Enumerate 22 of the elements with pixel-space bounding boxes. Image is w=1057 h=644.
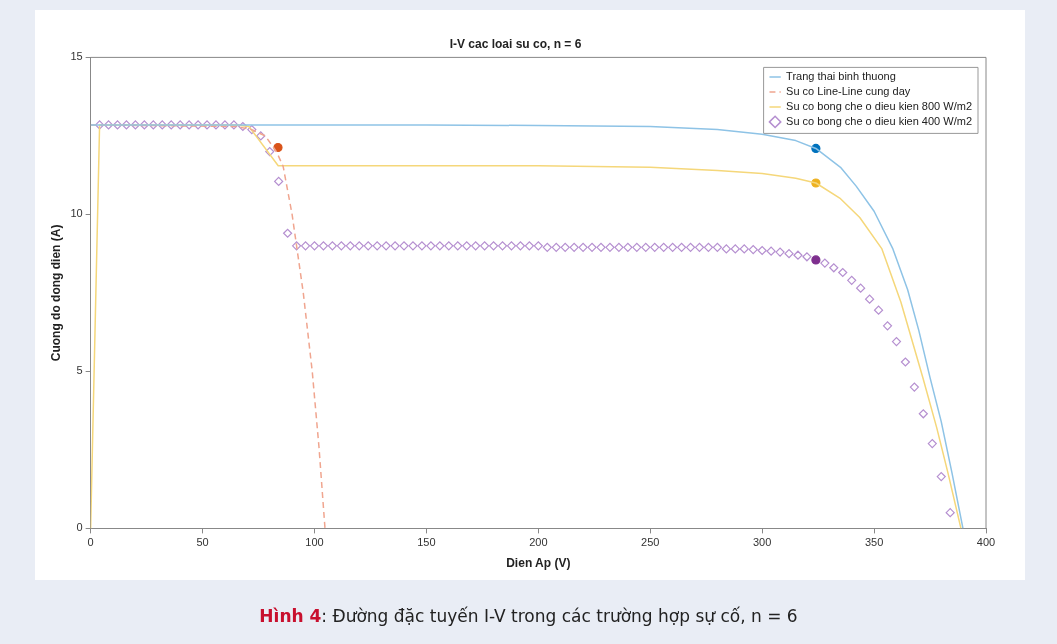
x-tick-label: 100 — [305, 536, 324, 549]
y-tick-label: 0 — [76, 521, 83, 534]
x-tick-label: 400 — [976, 536, 996, 549]
x-axis-title: Dien Ap (V) — [506, 556, 571, 571]
x-tick-label: 50 — [196, 536, 209, 549]
y-tick-label: 10 — [70, 207, 83, 220]
x-tick-label: 250 — [641, 536, 660, 549]
point — [811, 255, 821, 265]
y-tick-label: 5 — [76, 364, 83, 377]
x-tick-label: 0 — [87, 536, 94, 549]
chart-title: I-V cac loai su co, n = 6 — [449, 36, 582, 51]
legend-label: Su co bong che o dieu kien 800 W/m2 — [786, 99, 973, 112]
x-tick-label: 300 — [752, 536, 772, 549]
text: Hình 4: Đường đặc tuyến I-V trong các trường hợp sự cố, n = 6 — [258, 606, 799, 626]
y-tick-label: 15 — [70, 50, 83, 63]
legend-label: Su co bong che o dieu kien 400 W/m2 — [786, 114, 973, 127]
y-axis-title: Cuong do dong dien (A) — [48, 224, 63, 362]
legend-label: Su co Line-Line cung day — [786, 84, 911, 97]
legend-label: Trang thai binh thuong — [786, 69, 896, 82]
x-tick-label: 200 — [529, 536, 548, 549]
x-tick-label: 350 — [864, 536, 884, 549]
x-tick-label: 150 — [417, 536, 436, 549]
